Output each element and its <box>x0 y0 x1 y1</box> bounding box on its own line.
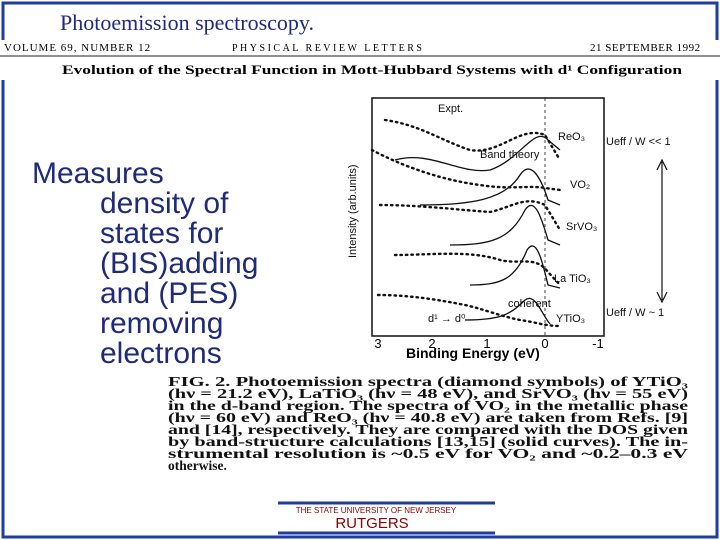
x-tick-label: 3 <box>374 336 381 351</box>
body-line: and (PES) <box>100 277 238 310</box>
caption-line: FIG. 2. Photoemission spectra (diamond s… <box>168 374 688 389</box>
label-srvo3: SrVO₃ <box>566 221 597 233</box>
caption-line: (hν = 21.2 eV), LaTiO₃ (hν = 48 eV), and… <box>168 386 688 401</box>
caption-line: by band-structure calculations [13,15] (… <box>168 434 688 449</box>
body-line: states for <box>100 217 223 250</box>
spectrum-srvo3 <box>378 200 562 232</box>
header-left: VOLUME 69, NUMBER 12 <box>4 42 151 54</box>
band-vo2 <box>419 168 561 206</box>
footer-university: THE STATE UNIVERSITY OF NEW JERSEY <box>296 506 457 515</box>
spectrum-reo3 <box>383 118 562 162</box>
x-tick-label: -1 <box>592 336 604 351</box>
label-expt: Expt. <box>438 103 463 115</box>
caption-line: (hν = 60 eV) and ReO₃ (hν = 40.8 eV) are… <box>168 410 688 425</box>
label-vo2: VO₂ <box>570 179 590 191</box>
journal-header: VOLUME 69, NUMBER 12 PHYSICAL REVIEW LET… <box>0 40 720 80</box>
slide-title: Photoemission spectroscopy. <box>60 10 314 35</box>
caption-line: otherwise. <box>168 458 227 473</box>
spectrum-latio3 <box>393 252 562 287</box>
body-text: Measures density of states for (BIS)addi… <box>32 157 258 370</box>
caption-line: and [14], respectively. They are compare… <box>168 422 689 437</box>
label-u-high: Ueff / W ~ 1 <box>606 307 664 319</box>
band-ytio3 <box>464 297 551 325</box>
x-tick-label: 2 <box>428 336 435 351</box>
header-right: 21 SEPTEMBER 1992 <box>590 42 701 54</box>
y-axis-label: Intensity (arb.units) <box>347 164 359 258</box>
body-line: (BIS)adding <box>100 247 258 280</box>
label-band-theory: Band theory <box>480 149 540 161</box>
caption-line: in the d-band region. The spectra of VO₂… <box>168 398 688 413</box>
label-latio3: La TiO₃ <box>554 273 591 285</box>
x-tick-label: 1 <box>483 336 490 351</box>
footer: THE STATE UNIVERSITY OF NEW JERSEY RUTGE… <box>278 501 495 535</box>
article-title: Evolution of the Spectral Function in Mo… <box>62 63 682 77</box>
header-center: PHYSICAL REVIEW LETTERS <box>232 43 425 54</box>
plot-frame <box>371 97 605 337</box>
x-tick-label: 0 <box>541 336 548 351</box>
label-u-low: Ueff / W << 1 <box>606 136 671 148</box>
footer-name: RUTGERS <box>335 515 408 532</box>
caption-line: strumental resolution is ~0.5 eV for VO₂… <box>168 446 688 461</box>
caption: FIG. 2. Photoemission spectra (diamond s… <box>168 374 689 473</box>
band-reo3 <box>394 135 561 172</box>
arrow <box>656 158 668 304</box>
label-transition: d¹ → d⁰ <box>428 313 466 325</box>
x-axis-label: Binding Energy (eV) <box>406 345 540 361</box>
header-strip <box>0 40 720 80</box>
spectrum-vo2 <box>370 148 562 192</box>
label-reo3: ReO₃ <box>558 131 585 143</box>
label-coherent: coherent <box>508 298 551 310</box>
spectrum-ytio3 <box>376 293 562 328</box>
body-line: removing <box>100 307 223 340</box>
body-line: Measures <box>32 157 164 190</box>
body-line: density of <box>100 187 229 220</box>
label-ytio3: YTiO₃ <box>556 313 585 325</box>
body-line: electrons <box>100 337 222 370</box>
figure: Expt. Band theory ReO₃ VO₂ SrVO₃ La TiO₃… <box>347 97 671 361</box>
band-srvo3 <box>449 204 561 246</box>
band-latio3 <box>469 245 561 289</box>
